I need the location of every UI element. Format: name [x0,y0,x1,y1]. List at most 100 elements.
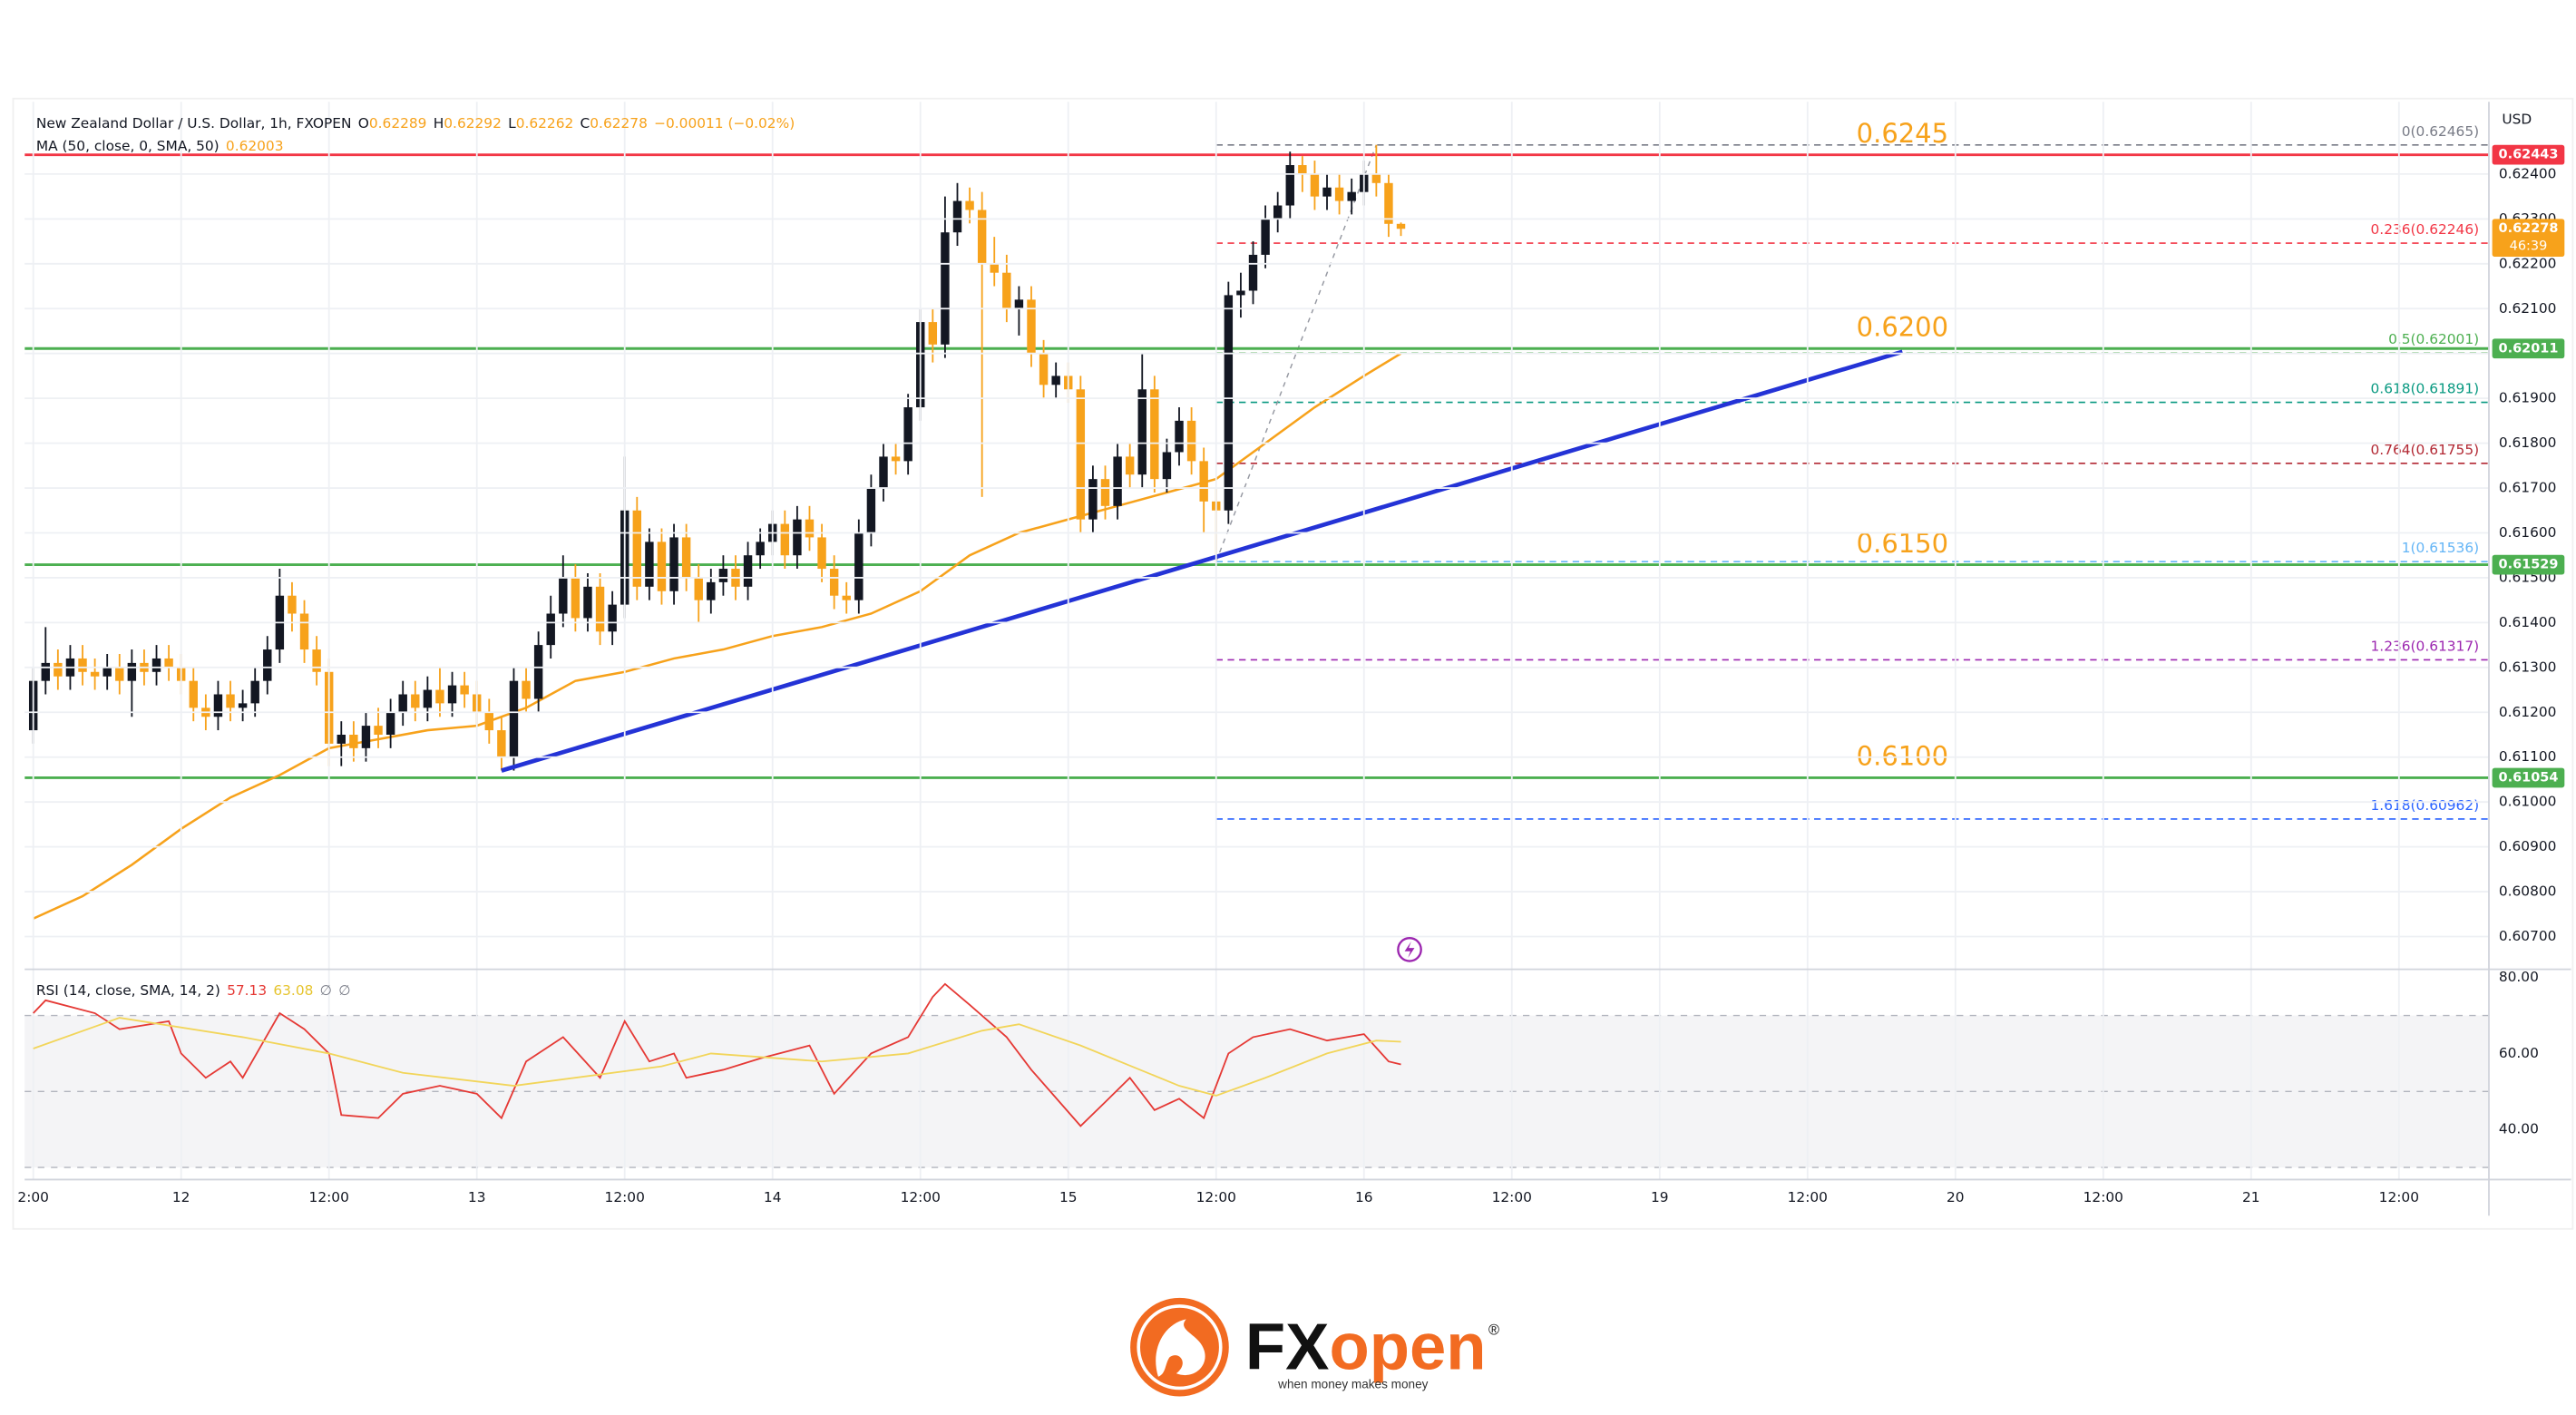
fib-label: 1(0.61536) [2402,540,2479,556]
candle-body [127,662,137,681]
candle-body [743,555,753,587]
price-tag [2492,554,2565,575]
trendline [501,349,1904,773]
candle-body [1285,165,1294,206]
candle-body [694,577,703,600]
x-tick-label: 2:00 [17,1189,49,1205]
candle-body [817,537,826,570]
level-label: 0.6100 [1857,741,1948,772]
price-tag [2492,219,2565,258]
candle-body [189,680,198,708]
candle-body [977,210,987,264]
x-tick-label: 14 [764,1189,782,1205]
price-tag-label: 0.62278 [2499,221,2559,236]
candle-body [965,200,974,210]
y-tick-label: 0.60900 [2499,838,2557,854]
candle-body [484,712,494,731]
candle-body [78,658,87,672]
candle-body [164,658,173,668]
x-tick-label: 20 [1947,1189,1965,1205]
candle-body [1396,223,1406,229]
candle-body [903,407,912,462]
x-tick-label: 12:00 [2379,1189,2419,1205]
candle-body [1051,376,1060,385]
rsi-line [33,1017,1401,1097]
candle-body [1347,191,1356,201]
rsi-value: 57.13 [227,982,267,999]
x-tick-label: 12:00 [1492,1189,1532,1205]
logo-mark [1156,1319,1205,1377]
alert-icon [1397,937,1422,962]
candle-body [1027,299,1036,354]
ohlc-label: H [434,114,444,131]
candle-body [1273,205,1283,220]
candle-body [1002,272,1011,309]
legend-rsi: RSI (14, close, SMA, 14, 2) 57.13 63.08 ∅ ∅ [36,982,351,999]
y-tick-label: 0.60800 [2499,883,2557,900]
candle-body [1039,353,1049,385]
candle-body [226,694,235,708]
x-tick-label: 21 [2242,1189,2260,1205]
candle-body [151,658,161,672]
candle-body [681,537,691,578]
rsi-extra: ∅ [338,982,350,999]
legend-ma: MA (50, close, 0, SMA, 50) 0.62003 [36,138,284,154]
alert-bolt [1404,941,1415,958]
candle-body [1162,452,1172,480]
x-tick-label: 19 [1651,1189,1669,1205]
price-tag-label: 0.62011 [2499,341,2559,356]
ohlc-value: 0.62262 [516,114,574,131]
candle-body [1088,479,1098,520]
x-tick-label: 15 [1059,1189,1078,1205]
candle-body [1186,420,1196,462]
rsi-tick-label: 60.00 [2499,1045,2539,1061]
candle-body [571,577,581,619]
plot-layer: 0(0.62465) 0.236(0.62246) 0.5(0.62001) 0.61… [24,102,2489,1180]
candle-body [411,694,420,708]
price-tag-label: 0.61529 [2499,558,2559,572]
candle-body [312,649,321,672]
y-tick-label: 0.61400 [2499,614,2557,630]
fib-label: 1.618(0.60962) [2371,797,2480,814]
candle-body [952,200,962,233]
x-tick-label: 12 [172,1189,190,1205]
fib-label: 1.236(0.61317) [2371,638,2480,654]
candle-body [657,542,667,591]
candle-body [879,456,888,489]
logo: FXopen ® when money makes money [1130,1297,1499,1397]
level-label: 0.6200 [1857,312,1948,343]
candle-body [41,662,50,681]
rsi-line [33,982,1401,1127]
main-pane: 0(0.62465) 0.236(0.62246) 0.5(0.62001) 0.61… [24,118,2489,920]
candle-body [1236,290,1245,296]
candle-body [669,537,678,591]
x-tick-label: 12:00 [1788,1189,1828,1205]
candle-body [756,542,765,556]
candle-body [707,581,716,600]
y-tick-label: 0.61300 [2499,659,2557,675]
x-tick-label: 12:00 [1196,1189,1236,1205]
candle-body [1248,254,1258,291]
logo-ring [1137,1304,1223,1391]
candle-body [385,712,395,736]
price-tag [2492,338,2565,359]
candle-body [583,586,592,619]
candle-body [522,680,531,699]
candle-body [546,613,555,646]
candle-body [423,689,433,708]
y-tick-label: 0.62100 [2499,300,2557,317]
candle-body [1125,456,1135,475]
y-tick-label: 0.61900 [2499,390,2557,406]
candle-body [1076,389,1086,520]
candle-body [54,662,63,677]
candle-body [102,667,112,677]
y-tick-label: 0.62200 [2499,255,2557,271]
fib-label: 0.764(0.61755) [2371,442,2480,458]
rsi-sma-value: 63.08 [273,982,313,999]
candle-body [1100,479,1110,506]
candle-body [793,519,802,556]
candle-body [509,680,519,757]
candle-body [238,703,248,708]
ma-value: 0.62003 [226,138,284,154]
